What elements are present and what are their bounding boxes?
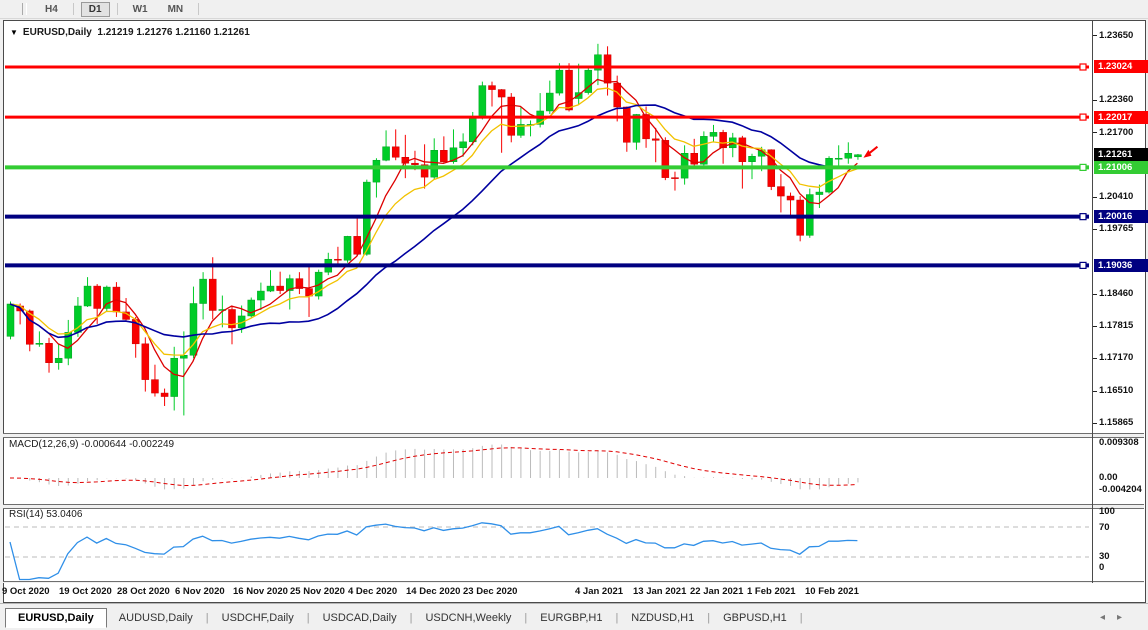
timeframe-button-w1[interactable]: W1 bbox=[132, 3, 148, 15]
date-axis-label: 22 Jan 2021 bbox=[690, 586, 744, 597]
price-tick-mark bbox=[1093, 422, 1097, 424]
macd-label: MACD(12,26,9) -0.000644 -0.002249 bbox=[9, 439, 174, 450]
price-tick-mark bbox=[1093, 196, 1097, 198]
toolbar-separator bbox=[198, 3, 200, 15]
date-axis-label: 4 Dec 2020 bbox=[348, 586, 398, 597]
macd-name: MACD(12,26,9) bbox=[9, 439, 79, 450]
macd-scale-label: 0.00 bbox=[1099, 472, 1118, 483]
date-axis-label: 14 Dec 2020 bbox=[406, 586, 461, 597]
date-axis-label: 13 Jan 2021 bbox=[633, 586, 687, 597]
macd-scale-label: 0.009308 bbox=[1099, 437, 1139, 448]
price-tick-label: 1.18460 bbox=[1099, 288, 1134, 300]
price-tick-label: 1.15865 bbox=[1099, 417, 1134, 429]
tab-separator: | bbox=[707, 611, 711, 624]
tab-scroll-arrows: ◂▸ bbox=[1100, 612, 1134, 623]
price-level-badge: 1.19036 bbox=[1094, 258, 1148, 272]
macd-scale-label: -0.004204 bbox=[1099, 484, 1142, 495]
current-price-badge: 1.21261 bbox=[1094, 148, 1148, 162]
chart-collapse-icon[interactable]: ▼ bbox=[10, 28, 18, 37]
timeframe-toolbar: H4 D1 W1 MN bbox=[0, 0, 1148, 19]
chart-tab-usdcnh-weekly[interactable]: USDCNH,Weekly bbox=[425, 611, 512, 624]
date-axis-label: 16 Nov 2020 bbox=[233, 586, 288, 597]
rsi-scale-label: 70 bbox=[1099, 522, 1110, 533]
price-tick-label: 1.16510 bbox=[1099, 385, 1134, 397]
price-axis-divider bbox=[1092, 20, 1093, 583]
date-axis-label: 25 Nov 2020 bbox=[290, 586, 345, 597]
chart-tab-audusd-daily[interactable]: AUDUSD,Daily bbox=[118, 611, 193, 624]
toolbar-separator bbox=[116, 3, 118, 15]
price-level-badge: 1.22017 bbox=[1094, 110, 1148, 124]
rsi-scale-label: 0 bbox=[1099, 562, 1105, 573]
tab-separator: | bbox=[306, 611, 310, 624]
price-tick-mark bbox=[1093, 228, 1097, 230]
price-tick-mark bbox=[1093, 293, 1097, 295]
rsi-scale-label: 30 bbox=[1099, 551, 1110, 562]
tab-separator: | bbox=[615, 611, 619, 624]
rsi-value: 53.0406 bbox=[46, 509, 83, 520]
tab-separator: | bbox=[524, 611, 528, 624]
chart-tab-usdcad-daily[interactable]: USDCAD,Daily bbox=[322, 611, 397, 624]
chart-tab-nzdusd-h1[interactable]: NZDUSD,H1 bbox=[631, 611, 695, 624]
panel-splitter-rsi[interactable] bbox=[3, 504, 1144, 509]
chart-title: ▼ EURUSD,Daily 1.21219 1.21276 1.21160 1.… bbox=[10, 27, 250, 38]
timeframe-button-d1[interactable]: D1 bbox=[80, 1, 110, 17]
price-tick-mark bbox=[1093, 390, 1097, 392]
tab-separator: | bbox=[205, 611, 209, 624]
date-axis-label: 9 Oct 2020 bbox=[2, 586, 50, 597]
chart-tab-bar: EURUSD,Daily AUDUSD,Daily | USDCHF,Daily | US… bbox=[0, 603, 1148, 630]
price-tick-label: 1.22360 bbox=[1099, 94, 1134, 106]
price-level-badge: 1.21006 bbox=[1094, 160, 1148, 174]
timeframe-button-h4[interactable]: H4 bbox=[45, 3, 58, 15]
date-axis-label: 6 Nov 2020 bbox=[175, 586, 225, 597]
price-level-badge: 1.23024 bbox=[1094, 60, 1148, 74]
chart-tab-usdchf-daily[interactable]: USDCHF,Daily bbox=[221, 611, 294, 624]
price-tick-label: 1.19765 bbox=[1099, 223, 1134, 235]
tab-scroll-left-icon[interactable]: ◂ bbox=[1099, 612, 1117, 623]
price-tick-label: 1.17170 bbox=[1099, 352, 1134, 364]
chart-tab-eurusd-daily[interactable]: EURUSD,Daily bbox=[5, 607, 107, 628]
price-tick-mark bbox=[1093, 35, 1097, 37]
date-axis-label: 4 Jan 2021 bbox=[575, 586, 624, 597]
price-tick-mark bbox=[1093, 357, 1097, 359]
toolbar-separator bbox=[72, 3, 74, 15]
price-tick-label: 1.23650 bbox=[1099, 29, 1134, 41]
tab-scroll-right-icon[interactable]: ▸ bbox=[1116, 612, 1134, 623]
rsi-label: RSI(14) 53.0406 bbox=[9, 509, 82, 520]
date-axis-divider bbox=[3, 581, 1144, 583]
price-tick-label: 1.17815 bbox=[1099, 320, 1134, 332]
price-tick-label: 1.20410 bbox=[1099, 191, 1134, 203]
tab-separator: | bbox=[799, 611, 803, 624]
date-axis-label: 28 Oct 2020 bbox=[117, 586, 170, 597]
rsi-name: RSI(14) bbox=[9, 509, 44, 520]
timeframe-button-mn[interactable]: MN bbox=[167, 3, 184, 15]
macd-values: -0.000644 -0.002249 bbox=[81, 439, 175, 450]
rsi-scale-label: 100 bbox=[1099, 506, 1115, 517]
chart-tab-gbpusd-h1[interactable]: GBPUSD,H1 bbox=[723, 611, 787, 624]
date-axis-label: 23 Dec 2020 bbox=[463, 586, 518, 597]
chart-ohlc-values: 1.21219 1.21276 1.21160 1.21261 bbox=[97, 27, 250, 38]
chart-symbol-period: EURUSD,Daily bbox=[22, 27, 92, 38]
price-tick-mark bbox=[1093, 325, 1097, 327]
price-tick-label: 1.21700 bbox=[1099, 126, 1134, 138]
price-level-badge: 1.20016 bbox=[1094, 210, 1148, 224]
tab-separator: | bbox=[409, 611, 413, 624]
date-axis-label: 10 Feb 2021 bbox=[805, 586, 859, 597]
date-axis-label: 19 Oct 2020 bbox=[59, 586, 112, 597]
chart-canvas[interactable] bbox=[0, 0, 1148, 601]
chart-tab-eurgbp-h1[interactable]: EURGBP,H1 bbox=[540, 611, 603, 624]
date-axis-label: 1 Feb 2021 bbox=[747, 586, 796, 597]
price-tick-mark bbox=[1093, 99, 1097, 101]
price-tick-mark bbox=[1093, 132, 1097, 134]
toolbar-grip[interactable] bbox=[22, 3, 27, 15]
panel-splitter-macd[interactable] bbox=[3, 433, 1144, 438]
